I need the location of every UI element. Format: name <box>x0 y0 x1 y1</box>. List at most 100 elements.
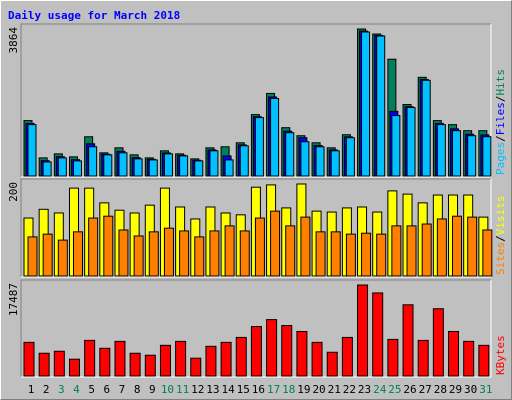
bar <box>421 223 432 277</box>
bar <box>190 357 202 377</box>
bar <box>330 231 341 277</box>
bar <box>296 330 308 377</box>
bar <box>372 292 384 377</box>
bar <box>285 225 296 277</box>
bar <box>463 340 475 377</box>
bar <box>391 225 402 277</box>
bar <box>57 157 67 177</box>
x-tick-label: 30 <box>464 383 477 396</box>
bar <box>72 160 82 177</box>
bar <box>482 229 493 277</box>
bar <box>53 350 65 377</box>
bar <box>402 304 414 377</box>
bar <box>224 159 234 177</box>
bar <box>482 136 492 177</box>
x-tick-label: 20 <box>312 383 325 396</box>
panel-border-dark <box>20 23 491 177</box>
legend-entry: KBytes <box>494 335 507 375</box>
bar <box>23 341 35 377</box>
bar <box>179 230 190 277</box>
bar <box>42 161 52 177</box>
x-tick-label: 4 <box>73 383 80 396</box>
bar <box>376 35 386 177</box>
x-tick-label: 26 <box>403 383 416 396</box>
bar <box>281 325 293 377</box>
x-tick-label: 23 <box>358 383 371 396</box>
bar <box>300 216 311 277</box>
x-tick-label: 7 <box>119 383 126 396</box>
bar <box>148 231 159 277</box>
x-tick-label: 14 <box>221 383 235 396</box>
bar <box>452 130 462 177</box>
legend-entry: Hits <box>494 69 507 96</box>
x-tick-label: 12 <box>191 383 204 396</box>
y-max-label: 17487 <box>7 283 20 316</box>
bar <box>118 229 129 277</box>
bar <box>118 152 128 177</box>
bar <box>315 231 326 277</box>
legend-entry: Files <box>494 102 507 135</box>
bar <box>421 79 431 177</box>
bar <box>133 235 144 277</box>
bar <box>452 215 463 277</box>
bar <box>254 117 264 177</box>
bar <box>209 150 219 177</box>
x-tick-label: 28 <box>434 383 447 396</box>
bar <box>72 231 83 277</box>
bar <box>42 233 53 277</box>
legend: Sites/Visits <box>494 196 507 276</box>
bar <box>406 225 417 277</box>
x-tick-label: 13 <box>206 383 219 396</box>
x-tick-label: 1 <box>28 383 35 396</box>
bar <box>239 145 249 177</box>
bar <box>163 227 174 277</box>
bar <box>129 352 141 377</box>
legend: Pages/Files/Hits <box>494 69 507 175</box>
bar <box>326 351 338 377</box>
bar <box>361 31 371 177</box>
bar <box>159 344 171 377</box>
legend-entry: Pages <box>494 142 507 175</box>
x-tick-label: 27 <box>419 383 432 396</box>
x-tick-label: 18 <box>282 383 295 396</box>
bar <box>345 233 356 277</box>
bar <box>417 339 429 377</box>
bar <box>357 284 369 377</box>
bar <box>68 358 80 377</box>
bar <box>103 215 114 277</box>
bar <box>220 341 232 377</box>
panel-border-dark <box>20 279 491 377</box>
x-tick-label: 3 <box>58 383 65 396</box>
bar <box>144 354 156 377</box>
bar <box>103 154 113 177</box>
x-tick-label: 5 <box>88 383 95 396</box>
bar <box>478 344 490 377</box>
y-max-label: 200 <box>7 182 20 202</box>
bar <box>387 338 399 377</box>
legend-separator: / <box>494 96 507 103</box>
x-tick-label: 21 <box>328 383 341 396</box>
bar <box>436 124 446 177</box>
panel-border-dark <box>20 178 491 277</box>
bar <box>254 217 265 277</box>
x-tick-label: 22 <box>343 383 356 396</box>
legend-separator: / <box>494 135 507 142</box>
bar <box>99 347 111 377</box>
bar <box>239 230 250 277</box>
chart-title: Daily usage for March 2018 <box>8 9 180 22</box>
bar <box>345 137 355 177</box>
bar <box>330 150 340 177</box>
x-tick-label: 31 <box>479 383 492 396</box>
bar <box>57 239 68 277</box>
x-tick-label: 9 <box>149 383 156 396</box>
bar <box>88 146 98 177</box>
bar <box>391 115 401 177</box>
bar <box>270 210 281 277</box>
bar <box>250 326 262 377</box>
x-tick-label: 6 <box>103 383 110 396</box>
x-tick-label: 25 <box>388 383 401 396</box>
x-tick-label: 8 <box>134 383 141 396</box>
x-tick-label: 29 <box>449 383 462 396</box>
